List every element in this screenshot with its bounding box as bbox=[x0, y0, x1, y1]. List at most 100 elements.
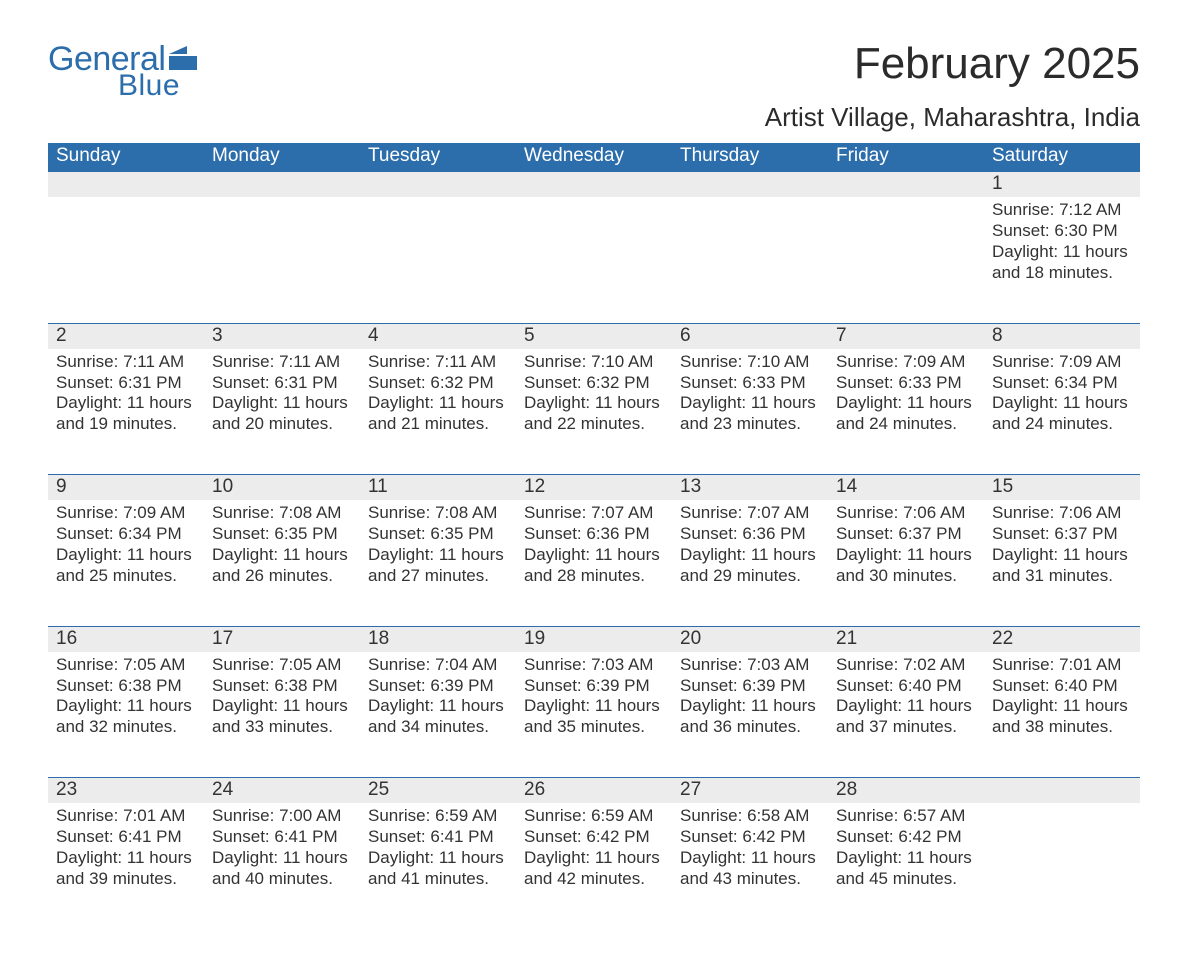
day-number-row: 2345678 bbox=[48, 323, 1140, 349]
day-number-cell: 9 bbox=[48, 475, 204, 501]
day-detail-text: Sunrise: 7:12 AMSunset: 6:30 PMDaylight:… bbox=[984, 197, 1140, 293]
day-detail-cell: Sunrise: 7:07 AMSunset: 6:36 PMDaylight:… bbox=[516, 500, 672, 626]
day-detail-text: Sunrise: 7:11 AMSunset: 6:31 PMDaylight:… bbox=[204, 349, 360, 445]
day-detail-cell: Sunrise: 7:06 AMSunset: 6:37 PMDaylight:… bbox=[984, 500, 1140, 626]
day-number-cell bbox=[984, 778, 1140, 804]
day-number-cell bbox=[360, 172, 516, 197]
day-number-row: 232425262728 bbox=[48, 778, 1140, 804]
day-detail-row: Sunrise: 7:11 AMSunset: 6:31 PMDaylight:… bbox=[48, 349, 1140, 475]
day-detail-cell: Sunrise: 6:59 AMSunset: 6:42 PMDaylight:… bbox=[516, 803, 672, 929]
day-detail-text: Sunrise: 7:08 AMSunset: 6:35 PMDaylight:… bbox=[360, 500, 516, 596]
day-number-cell: 28 bbox=[828, 778, 984, 804]
day-number-cell: 14 bbox=[828, 475, 984, 501]
day-number-cell: 16 bbox=[48, 626, 204, 652]
day-detail-cell: Sunrise: 7:08 AMSunset: 6:35 PMDaylight:… bbox=[204, 500, 360, 626]
day-detail-text: Sunrise: 6:58 AMSunset: 6:42 PMDaylight:… bbox=[672, 803, 828, 899]
day-number-cell: 13 bbox=[672, 475, 828, 501]
day-detail-cell: Sunrise: 7:00 AMSunset: 6:41 PMDaylight:… bbox=[204, 803, 360, 929]
day-number-cell: 26 bbox=[516, 778, 672, 804]
day-detail-cell: Sunrise: 7:09 AMSunset: 6:34 PMDaylight:… bbox=[984, 349, 1140, 475]
day-detail-text: Sunrise: 7:11 AMSunset: 6:31 PMDaylight:… bbox=[48, 349, 204, 445]
day-detail-text: Sunrise: 7:05 AMSunset: 6:38 PMDaylight:… bbox=[48, 652, 204, 748]
day-detail-cell: Sunrise: 7:05 AMSunset: 6:38 PMDaylight:… bbox=[204, 652, 360, 778]
day-detail-cell: Sunrise: 6:59 AMSunset: 6:41 PMDaylight:… bbox=[360, 803, 516, 929]
day-detail-text: Sunrise: 7:09 AMSunset: 6:34 PMDaylight:… bbox=[48, 500, 204, 596]
day-detail-text: Sunrise: 7:08 AMSunset: 6:35 PMDaylight:… bbox=[204, 500, 360, 596]
day-detail-cell: Sunrise: 7:07 AMSunset: 6:36 PMDaylight:… bbox=[672, 500, 828, 626]
page-header: General Blue February 2025 Artist Villag… bbox=[48, 40, 1140, 143]
weekday-header-row: Sunday Monday Tuesday Wednesday Thursday… bbox=[48, 143, 1140, 172]
day-detail-text: Sunrise: 7:03 AMSunset: 6:39 PMDaylight:… bbox=[516, 652, 672, 748]
day-detail-text: Sunrise: 7:09 AMSunset: 6:33 PMDaylight:… bbox=[828, 349, 984, 445]
day-number-cell: 5 bbox=[516, 323, 672, 349]
day-detail-text: Sunrise: 7:02 AMSunset: 6:40 PMDaylight:… bbox=[828, 652, 984, 748]
day-number-cell: 15 bbox=[984, 475, 1140, 501]
day-detail-cell: Sunrise: 7:03 AMSunset: 6:39 PMDaylight:… bbox=[672, 652, 828, 778]
day-detail-text: Sunrise: 7:11 AMSunset: 6:32 PMDaylight:… bbox=[360, 349, 516, 445]
day-detail-cell: Sunrise: 7:01 AMSunset: 6:41 PMDaylight:… bbox=[48, 803, 204, 929]
month-title: February 2025 bbox=[765, 40, 1140, 88]
day-detail-cell: Sunrise: 7:08 AMSunset: 6:35 PMDaylight:… bbox=[360, 500, 516, 626]
day-number-cell: 27 bbox=[672, 778, 828, 804]
day-number-cell: 10 bbox=[204, 475, 360, 501]
day-number-row: 9101112131415 bbox=[48, 475, 1140, 501]
weekday-header: Tuesday bbox=[360, 143, 516, 172]
weekday-header: Monday bbox=[204, 143, 360, 172]
day-detail-text: Sunrise: 7:05 AMSunset: 6:38 PMDaylight:… bbox=[204, 652, 360, 748]
day-number-cell: 23 bbox=[48, 778, 204, 804]
day-number-cell: 20 bbox=[672, 626, 828, 652]
calendar-table: Sunday Monday Tuesday Wednesday Thursday… bbox=[48, 143, 1140, 929]
day-detail-cell bbox=[360, 197, 516, 323]
weekday-header: Sunday bbox=[48, 143, 204, 172]
day-number-cell: 1 bbox=[984, 172, 1140, 197]
day-detail-cell: Sunrise: 7:10 AMSunset: 6:33 PMDaylight:… bbox=[672, 349, 828, 475]
day-detail-cell bbox=[984, 803, 1140, 929]
day-number-cell bbox=[516, 172, 672, 197]
calendar-body: 1Sunrise: 7:12 AMSunset: 6:30 PMDaylight… bbox=[48, 172, 1140, 929]
day-number-cell: 21 bbox=[828, 626, 984, 652]
day-number-cell: 24 bbox=[204, 778, 360, 804]
day-detail-row: Sunrise: 7:05 AMSunset: 6:38 PMDaylight:… bbox=[48, 652, 1140, 778]
day-number-cell: 7 bbox=[828, 323, 984, 349]
day-detail-cell: Sunrise: 7:05 AMSunset: 6:38 PMDaylight:… bbox=[48, 652, 204, 778]
day-detail-text: Sunrise: 7:04 AMSunset: 6:39 PMDaylight:… bbox=[360, 652, 516, 748]
day-detail-cell: Sunrise: 7:03 AMSunset: 6:39 PMDaylight:… bbox=[516, 652, 672, 778]
logo: General Blue bbox=[48, 40, 203, 103]
day-number-cell bbox=[672, 172, 828, 197]
day-detail-cell: Sunrise: 7:09 AMSunset: 6:33 PMDaylight:… bbox=[828, 349, 984, 475]
day-detail-cell: Sunrise: 7:04 AMSunset: 6:39 PMDaylight:… bbox=[360, 652, 516, 778]
day-detail-text: Sunrise: 7:00 AMSunset: 6:41 PMDaylight:… bbox=[204, 803, 360, 899]
day-detail-cell bbox=[672, 197, 828, 323]
day-number-cell: 17 bbox=[204, 626, 360, 652]
day-detail-text: Sunrise: 6:59 AMSunset: 6:41 PMDaylight:… bbox=[360, 803, 516, 899]
day-number-row: 1 bbox=[48, 172, 1140, 197]
day-number-row: 16171819202122 bbox=[48, 626, 1140, 652]
day-number-cell: 22 bbox=[984, 626, 1140, 652]
day-number-cell bbox=[48, 172, 204, 197]
day-detail-text: Sunrise: 7:10 AMSunset: 6:33 PMDaylight:… bbox=[672, 349, 828, 445]
day-number-cell: 2 bbox=[48, 323, 204, 349]
day-number-cell: 11 bbox=[360, 475, 516, 501]
day-detail-cell: Sunrise: 6:57 AMSunset: 6:42 PMDaylight:… bbox=[828, 803, 984, 929]
day-detail-text: Sunrise: 7:03 AMSunset: 6:39 PMDaylight:… bbox=[672, 652, 828, 748]
day-detail-cell: Sunrise: 7:01 AMSunset: 6:40 PMDaylight:… bbox=[984, 652, 1140, 778]
day-number-cell: 12 bbox=[516, 475, 672, 501]
weekday-header: Wednesday bbox=[516, 143, 672, 172]
day-detail-cell: Sunrise: 7:09 AMSunset: 6:34 PMDaylight:… bbox=[48, 500, 204, 626]
day-detail-cell bbox=[828, 197, 984, 323]
day-detail-text: Sunrise: 7:06 AMSunset: 6:37 PMDaylight:… bbox=[984, 500, 1140, 596]
day-detail-cell: Sunrise: 7:12 AMSunset: 6:30 PMDaylight:… bbox=[984, 197, 1140, 323]
day-number-cell: 18 bbox=[360, 626, 516, 652]
day-detail-text: Sunrise: 6:57 AMSunset: 6:42 PMDaylight:… bbox=[828, 803, 984, 899]
title-block: February 2025 Artist Village, Maharashtr… bbox=[765, 40, 1140, 143]
day-detail-text: Sunrise: 7:06 AMSunset: 6:37 PMDaylight:… bbox=[828, 500, 984, 596]
day-detail-cell: Sunrise: 7:02 AMSunset: 6:40 PMDaylight:… bbox=[828, 652, 984, 778]
day-detail-cell: Sunrise: 7:10 AMSunset: 6:32 PMDaylight:… bbox=[516, 349, 672, 475]
day-number-cell: 8 bbox=[984, 323, 1140, 349]
day-detail-text: Sunrise: 7:01 AMSunset: 6:41 PMDaylight:… bbox=[48, 803, 204, 899]
day-detail-row: Sunrise: 7:01 AMSunset: 6:41 PMDaylight:… bbox=[48, 803, 1140, 929]
day-number-cell: 19 bbox=[516, 626, 672, 652]
day-detail-row: Sunrise: 7:12 AMSunset: 6:30 PMDaylight:… bbox=[48, 197, 1140, 323]
day-detail-text: Sunrise: 7:07 AMSunset: 6:36 PMDaylight:… bbox=[516, 500, 672, 596]
day-detail-text: Sunrise: 7:10 AMSunset: 6:32 PMDaylight:… bbox=[516, 349, 672, 445]
